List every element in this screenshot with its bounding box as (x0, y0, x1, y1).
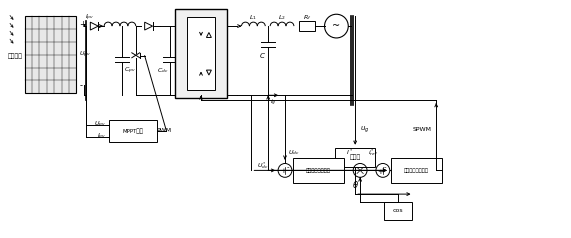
Text: cos: cos (392, 208, 403, 213)
Text: $i^*_{ref}$: $i^*_{ref}$ (368, 147, 378, 158)
Bar (293, 158, 344, 183)
Text: $C$: $C$ (259, 51, 266, 60)
Text: -: - (287, 164, 289, 170)
Text: -: - (79, 81, 82, 90)
Bar (187, 17, 215, 90)
Polygon shape (90, 22, 98, 30)
Bar (109, 120, 156, 142)
Text: $I_{pv}$: $I_{pv}$ (97, 132, 106, 142)
Text: +: + (79, 20, 86, 29)
Text: $U^*_{dc}$: $U^*_{dc}$ (258, 160, 269, 171)
Text: MPPT控制: MPPT控制 (122, 128, 143, 134)
Bar (25, 16, 77, 93)
Bar (299, 21, 315, 31)
Text: -: - (384, 164, 386, 170)
Bar (391, 158, 442, 183)
Text: $U_{dc}$: $U_{dc}$ (288, 148, 300, 157)
Text: 锁相环: 锁相环 (349, 155, 361, 160)
Bar (335, 148, 375, 167)
Text: $U_{pv}$: $U_{pv}$ (79, 50, 91, 60)
Text: 直流电压外环控制: 直流电压外环控制 (306, 168, 331, 173)
Polygon shape (144, 22, 152, 30)
Text: +: + (280, 168, 286, 174)
Text: +: + (377, 169, 383, 175)
Text: $L_1$: $L_1$ (250, 13, 258, 22)
Text: $C_{dc}$: $C_{dc}$ (157, 66, 168, 75)
Text: $L_2$: $L_2$ (278, 13, 286, 22)
Text: $I^*$: $I^*$ (345, 148, 353, 157)
Text: PWM: PWM (157, 128, 172, 133)
Text: $u_g$: $u_g$ (360, 125, 369, 135)
Bar (175, 9, 227, 98)
Text: SPWM: SPWM (412, 127, 431, 132)
Polygon shape (207, 70, 211, 75)
Text: $\theta$: $\theta$ (352, 179, 359, 190)
Text: ~: ~ (332, 21, 340, 31)
Text: $U_{pv}$: $U_{pv}$ (94, 120, 106, 130)
Polygon shape (207, 33, 211, 37)
Text: $R_f$: $R_f$ (303, 13, 311, 22)
Text: 太阳光濏: 太阳光濏 (7, 53, 23, 59)
Text: 并网电流内环控制: 并网电流内环控制 (404, 168, 429, 173)
Text: $I_{pv}$: $I_{pv}$ (85, 13, 94, 23)
Bar (384, 202, 412, 220)
Text: $\it{i}_g$: $\it{i}_g$ (270, 98, 276, 108)
Text: $C_{pv}$: $C_{pv}$ (124, 65, 136, 76)
